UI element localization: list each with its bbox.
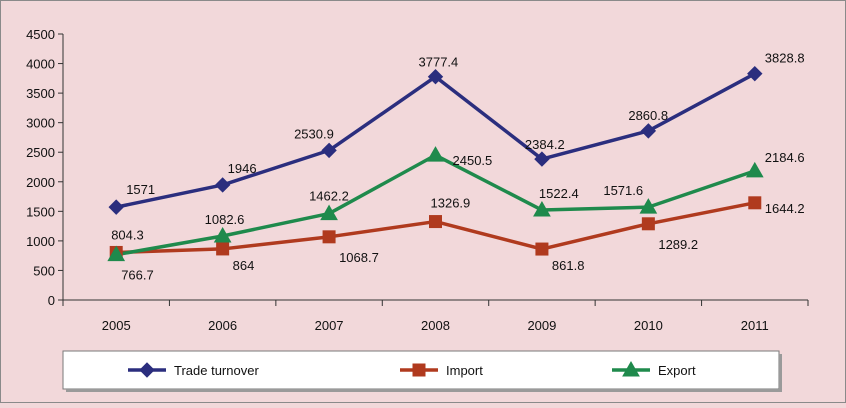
x-axis-ticks: 2005 2006 2007 2008 2009 2010 2011 bbox=[62, 300, 809, 333]
data-point-marker bbox=[533, 201, 551, 217]
data-label: 1326.9 bbox=[431, 196, 471, 211]
y-tick-label: 2000 bbox=[26, 175, 55, 190]
data-label: 1462.2 bbox=[309, 189, 349, 204]
data-point-marker bbox=[426, 146, 445, 162]
y-tick-label: 500 bbox=[33, 263, 55, 278]
data-label: 2530.9 bbox=[294, 126, 334, 141]
data-label: 1946 bbox=[228, 161, 257, 176]
data-point-marker bbox=[214, 177, 231, 193]
data-point-marker bbox=[108, 199, 124, 215]
legend: Trade turnover Import Export bbox=[62, 350, 782, 392]
data-point-marker bbox=[748, 196, 762, 210]
data-label: 1644.2 bbox=[765, 201, 805, 216]
x-tick-label: 2007 bbox=[315, 318, 344, 333]
data-label: 1289.2 bbox=[658, 237, 698, 252]
data-label: 1082.6 bbox=[205, 212, 245, 227]
legend-label: Trade turnover bbox=[174, 363, 259, 378]
data-labels: 1571 1946 2530.9 3777.4 2384.2 2860.8 3828.8 80… bbox=[111, 51, 804, 283]
x-tick-label: 2005 bbox=[102, 318, 131, 333]
data-point-marker bbox=[535, 242, 549, 256]
series-markers bbox=[107, 65, 764, 262]
y-tick-label: 3000 bbox=[26, 116, 55, 131]
y-tick-label: 2500 bbox=[26, 145, 55, 160]
data-point-marker bbox=[322, 230, 336, 244]
legend-box-shadow-bottom bbox=[66, 389, 782, 392]
data-point-marker bbox=[641, 217, 655, 231]
data-label: 861.8 bbox=[552, 258, 585, 273]
x-tick-label: 2008 bbox=[421, 318, 450, 333]
data-point-marker bbox=[534, 151, 550, 167]
data-label: 1571 bbox=[126, 182, 155, 197]
data-label: 3777.4 bbox=[419, 55, 459, 70]
data-point-marker bbox=[320, 204, 338, 221]
y-tick-label: 1500 bbox=[26, 204, 55, 219]
legend-swatch-marker bbox=[622, 360, 640, 377]
data-point-marker bbox=[216, 242, 230, 256]
legend-swatch-marker bbox=[412, 363, 426, 377]
data-label: 804.3 bbox=[111, 227, 144, 242]
data-point-marker bbox=[429, 215, 442, 229]
y-tick-label: 4500 bbox=[26, 27, 55, 42]
data-label: 1522.4 bbox=[539, 186, 579, 201]
y-axis-ticks: 0 500 1000 1500 2000 2500 3000 3500 4000 4500 bbox=[26, 27, 63, 308]
legend-label: Import bbox=[446, 363, 483, 378]
y-tick-label: 4000 bbox=[26, 57, 55, 72]
data-label: 766.7 bbox=[121, 268, 154, 283]
data-point-marker bbox=[321, 142, 337, 159]
data-point-marker bbox=[107, 245, 126, 262]
data-point-marker bbox=[427, 69, 444, 85]
data-point-marker bbox=[640, 123, 657, 139]
data-label: 2384.2 bbox=[525, 137, 565, 152]
data-label: 2450.5 bbox=[453, 153, 493, 168]
y-tick-label: 1000 bbox=[26, 234, 55, 249]
data-label: 1571.6 bbox=[603, 183, 643, 198]
data-label: 2184.6 bbox=[765, 150, 805, 165]
data-label: 864 bbox=[233, 258, 255, 273]
data-point-marker bbox=[213, 226, 232, 243]
legend-label: Export bbox=[658, 363, 696, 378]
x-tick-label: 2011 bbox=[741, 318, 769, 333]
data-label: 1068.7 bbox=[339, 250, 379, 265]
x-tick-label: 2009 bbox=[527, 318, 556, 333]
data-point-marker bbox=[747, 65, 763, 82]
y-tick-label: 0 bbox=[48, 293, 55, 308]
x-tick-label: 2006 bbox=[208, 318, 237, 333]
data-point-marker bbox=[639, 198, 658, 214]
legend-swatch-marker bbox=[139, 362, 155, 378]
data-label: 2860.8 bbox=[628, 108, 668, 123]
data-label: 3828.8 bbox=[765, 51, 805, 66]
axes bbox=[62, 34, 808, 301]
x-tick-label: 2010 bbox=[634, 318, 663, 333]
legend-box-shadow bbox=[779, 354, 782, 392]
y-tick-label: 3500 bbox=[26, 86, 55, 101]
data-point-marker bbox=[745, 161, 764, 178]
